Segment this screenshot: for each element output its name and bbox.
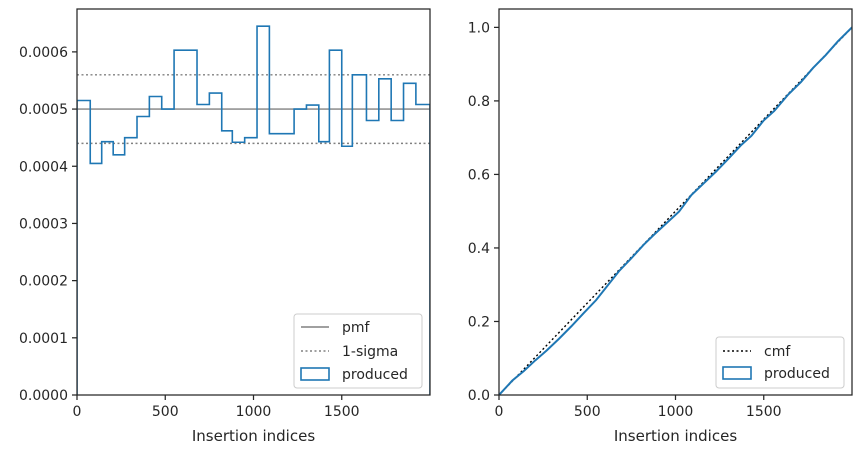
cumulative-panel: 0 500 1000 1500 0.0 0.2 0.4 0.6 0.8 1.0 Insertion… <box>468 8 853 445</box>
histogram-y-tick-label: 0.0005 <box>19 102 68 118</box>
cumulative-ticks: 0 500 1000 1500 0.0 0.2 0.4 0.6 0.8 1.0 <box>468 20 782 420</box>
histogram-x-axis-title: Insertion indices <box>192 427 315 445</box>
histogram-legend-box <box>293 313 423 389</box>
cumulative-y-tick-label: 0.0 <box>468 388 490 404</box>
histogram-plot-area <box>77 25 430 395</box>
cumulative-legend-box <box>715 336 845 389</box>
cumulative-y-tick-label: 0.4 <box>468 241 490 257</box>
histogram-y-tick-label: 0.0001 <box>19 331 68 347</box>
histogram-y-tick-label: 0.0004 <box>19 159 68 175</box>
cumulative-plot-area <box>499 26 852 395</box>
histogram-ticks: 0 500 1000 1500 0.0000 0.0001 0.0002 0.0003 0.00… <box>19 45 360 420</box>
cumulative-y-tick-label: 1.0 <box>468 20 490 36</box>
legend-cmf-label: cmf <box>764 344 791 360</box>
histogram-y-tick-label: 0.0002 <box>19 274 68 290</box>
histogram-x-tick-label: 500 <box>152 404 179 420</box>
cumulative-x-tick-label: 500 <box>574 404 601 420</box>
legend-produced-swatch <box>300 367 330 381</box>
legend-pmf-label: pmf <box>342 320 371 336</box>
produced-cumulative-line <box>499 26 852 395</box>
histogram-y-tick-label: 0.0003 <box>19 216 68 232</box>
cumulative-x-tick-label: 0 <box>495 404 504 420</box>
cumulative-legend: cmf produced <box>715 336 845 389</box>
cumulative-y-tick-label: 0.6 <box>468 167 490 183</box>
cumulative-x-axis-title: Insertion indices <box>614 427 737 445</box>
histogram-x-tick-label: 1500 <box>324 404 360 420</box>
histogram-x-tick-label: 1000 <box>236 404 272 420</box>
produced-histogram-step <box>77 25 430 395</box>
legend-sigma-label: 1-sigma <box>342 344 398 360</box>
legend-produced-label: produced <box>764 366 830 382</box>
cumulative-x-tick-label: 1500 <box>746 404 782 420</box>
cumulative-y-tick-label: 0.2 <box>468 314 490 330</box>
cumulative-x-tick-label: 1000 <box>658 404 694 420</box>
legend-produced-label: produced <box>342 367 408 383</box>
histogram-y-tick-label: 0.0006 <box>19 45 68 61</box>
histogram-legend: pmf 1-sigma produced <box>293 313 423 389</box>
histogram-y-tick-label: 0.0000 <box>19 388 68 404</box>
cumulative-y-tick-label: 0.8 <box>468 94 490 110</box>
histogram-x-tick-label: 0 <box>73 404 82 420</box>
histogram-panel: 0 500 1000 1500 0.0000 0.0001 0.0002 0.0003 0.00… <box>19 8 431 445</box>
legend-produced-swatch <box>722 366 752 380</box>
